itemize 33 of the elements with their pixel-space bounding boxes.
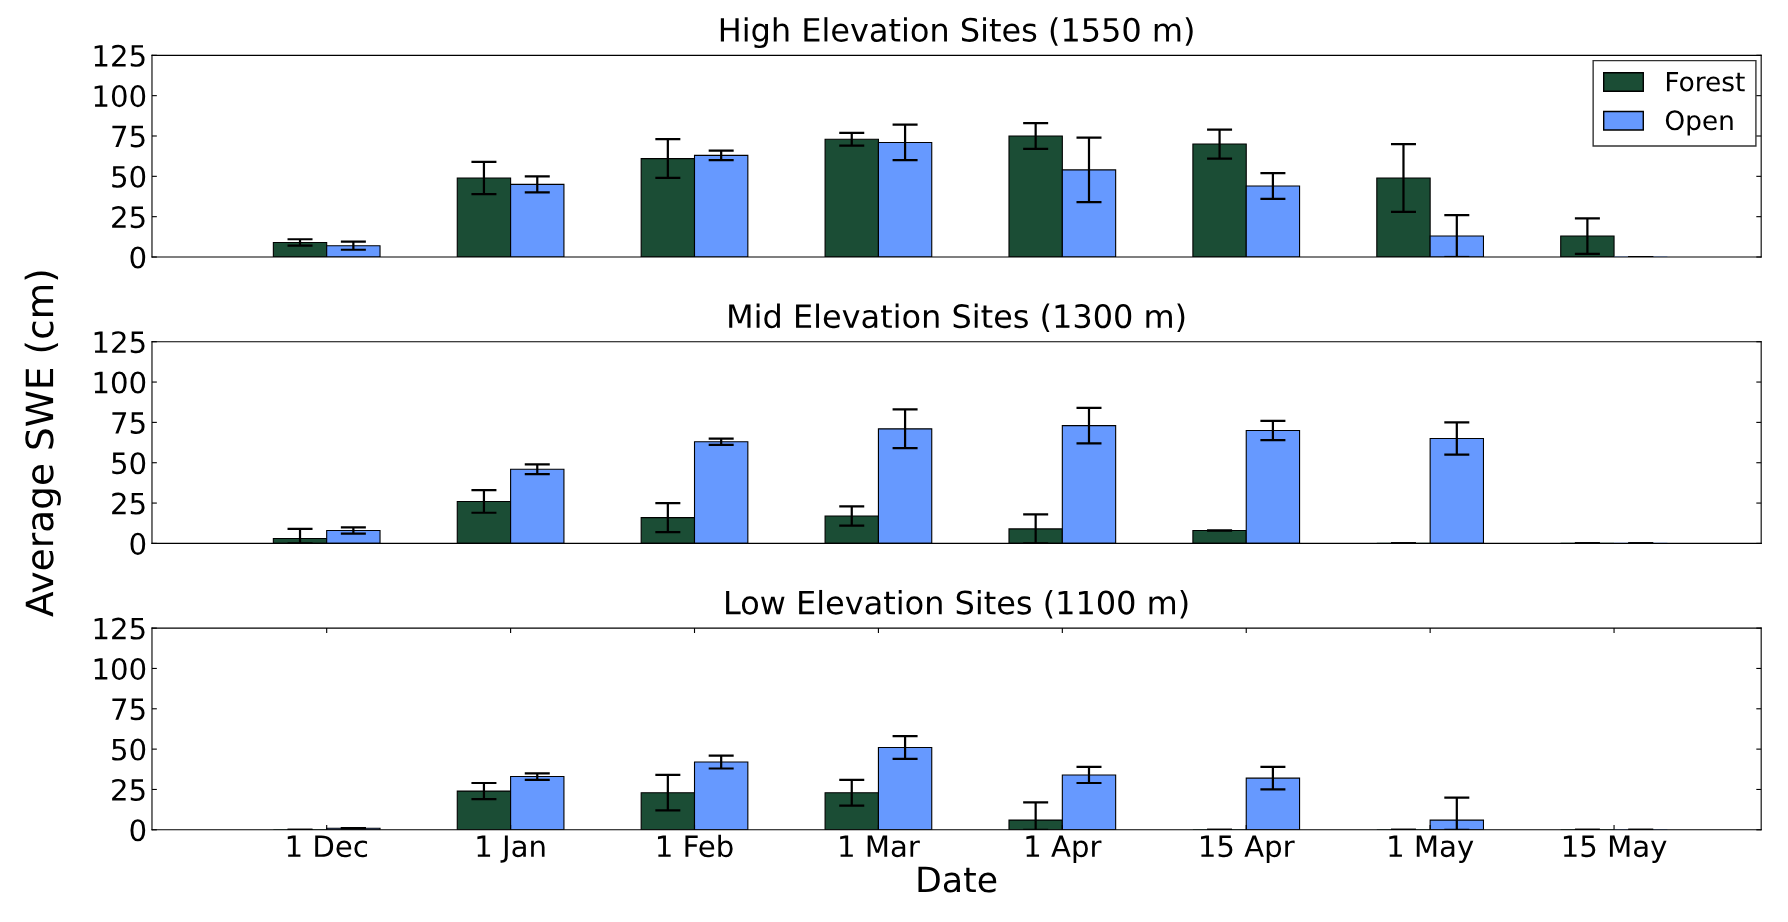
y-tick-label: 0 [130, 246, 146, 269]
y-tick-label: 0 [130, 532, 146, 555]
y-tick-label: 100 [94, 85, 146, 108]
x-tick-label: 1 Jan [477, 835, 545, 863]
y-axis-title: Average SWE (cm) [24, 271, 61, 617]
y-tick-label: 100 [94, 371, 146, 394]
x-tick-label: 15 May [1563, 835, 1667, 863]
y-tick-label: 50 [112, 165, 146, 188]
x-tick-label: 1 Dec [287, 835, 368, 858]
y-tick-label: 0 [130, 819, 146, 842]
x-axis-title: Date [918, 866, 997, 893]
y-tick-label: 25 [112, 492, 145, 515]
legend-label: Open [1665, 110, 1733, 136]
x-tick-label: 1 Feb [657, 834, 733, 858]
x-tick-label: 1 Mar [840, 835, 920, 858]
y-tick-label: 25 [112, 778, 145, 801]
y-tick-label: 50 [112, 452, 146, 475]
y-tick-label: 25 [112, 206, 145, 229]
y-tick-label: 100 [94, 657, 146, 680]
chart-title: Mid Elevation Sites (1300 m) [729, 303, 1185, 333]
chart-title: High Elevation Sites (1550 m) [720, 17, 1193, 49]
chart-title: Low Elevation Sites (1100 m) [726, 589, 1188, 619]
y-tick-label: 125 [94, 331, 145, 354]
y-tick-label: 75 [112, 412, 145, 434]
y-tick-label: 125 [94, 44, 145, 67]
x-tick-label: 15 Apr [1201, 835, 1295, 863]
y-tick-label: 75 [112, 698, 145, 721]
y-tick-label: 50 [112, 738, 146, 761]
x-tick-label: 1 May [1389, 835, 1474, 863]
y-tick-label: 75 [112, 125, 145, 148]
y-tick-label: 125 [94, 617, 145, 640]
legend-label: Forest [1666, 71, 1745, 92]
x-tick-label: 1 Apr [1026, 835, 1102, 863]
